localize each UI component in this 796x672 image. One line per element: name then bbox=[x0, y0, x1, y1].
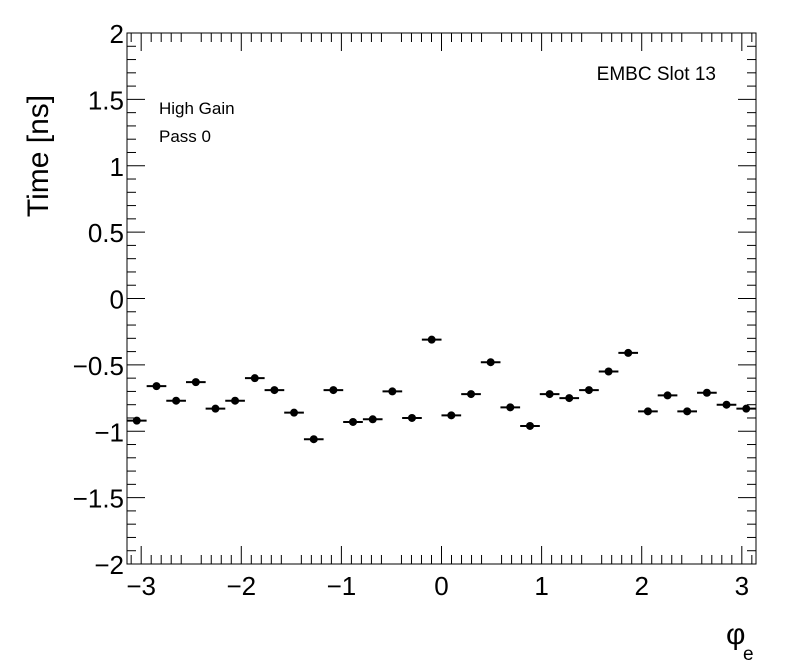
data-point bbox=[716, 400, 737, 409]
data-point bbox=[480, 358, 501, 367]
pass-annotation: Pass 0 bbox=[159, 127, 211, 146]
data-point bbox=[146, 382, 167, 391]
marker bbox=[152, 382, 161, 391]
marker bbox=[683, 407, 692, 416]
marker bbox=[624, 348, 633, 357]
marker bbox=[486, 358, 495, 367]
data-point bbox=[362, 415, 383, 424]
y-tick-label: 2 bbox=[110, 19, 124, 49]
data-point bbox=[421, 335, 442, 344]
marker bbox=[663, 391, 672, 400]
data-point bbox=[539, 390, 560, 399]
marker bbox=[368, 415, 377, 424]
data-point bbox=[166, 396, 186, 405]
slot-annotation: EMBC Slot 13 bbox=[597, 64, 716, 85]
data-points bbox=[127, 335, 756, 444]
data-point bbox=[598, 367, 619, 376]
data-point bbox=[402, 413, 422, 422]
data-point bbox=[382, 387, 403, 396]
gain-annotation: High Gain bbox=[159, 99, 235, 118]
marker bbox=[565, 394, 574, 403]
data-point bbox=[244, 374, 265, 383]
x-tick-label: 3 bbox=[735, 571, 749, 601]
marker bbox=[211, 404, 220, 413]
marker bbox=[231, 396, 240, 405]
axis-tick-labels: −3 −2 −1 0 1 2 3−2−1.5−1−0.500.511.52 bbox=[73, 19, 749, 601]
marker bbox=[506, 403, 515, 412]
y-tick-label: −2 bbox=[94, 550, 124, 580]
marker bbox=[722, 400, 731, 409]
data-point bbox=[677, 407, 697, 416]
marker bbox=[407, 413, 416, 422]
x-tick-label: 2 bbox=[634, 571, 648, 601]
x-axis-title: φ bbox=[726, 618, 745, 651]
data-point bbox=[264, 386, 285, 395]
y-axis-title: Time [ns] bbox=[22, 95, 55, 217]
marker bbox=[467, 390, 476, 399]
marker bbox=[349, 417, 358, 426]
x-tick-label: −3 bbox=[126, 571, 156, 601]
marker bbox=[742, 404, 751, 413]
data-point bbox=[323, 386, 344, 395]
data-point bbox=[343, 417, 363, 426]
data-point bbox=[559, 394, 580, 403]
data-point bbox=[284, 408, 304, 417]
data-point bbox=[520, 421, 540, 430]
data-point bbox=[186, 378, 206, 387]
marker bbox=[584, 386, 593, 395]
y-tick-label: 1 bbox=[110, 152, 124, 182]
y-tick-label: −1.5 bbox=[73, 484, 124, 514]
marker bbox=[290, 408, 299, 417]
data-point bbox=[303, 435, 324, 444]
data-point bbox=[579, 386, 599, 395]
data-point bbox=[618, 348, 639, 357]
y-tick-label: 0.5 bbox=[88, 218, 124, 248]
marker bbox=[447, 411, 456, 420]
data-point bbox=[127, 416, 147, 425]
marker bbox=[604, 367, 613, 376]
y-tick-label: −0.5 bbox=[73, 351, 124, 381]
marker bbox=[329, 386, 338, 395]
marker bbox=[270, 386, 279, 395]
data-point bbox=[205, 404, 226, 413]
axis-ticks bbox=[127, 32, 756, 565]
y-tick-label: −1 bbox=[94, 417, 124, 447]
marker bbox=[309, 435, 318, 444]
x-tick-label: −1 bbox=[327, 571, 357, 601]
data-point bbox=[697, 388, 717, 397]
data-point bbox=[736, 404, 756, 413]
marker bbox=[172, 396, 181, 405]
x-axis-title-subscript: e bbox=[743, 644, 754, 665]
marker bbox=[191, 378, 200, 387]
marker bbox=[250, 374, 259, 383]
data-point bbox=[225, 396, 245, 405]
data-point bbox=[461, 390, 481, 399]
x-tick-label: −2 bbox=[226, 571, 256, 601]
data-point bbox=[638, 407, 658, 416]
data-point bbox=[657, 391, 678, 400]
x-tick-label: 1 bbox=[534, 571, 548, 601]
y-tick-label: 1.5 bbox=[88, 85, 124, 115]
marker bbox=[132, 416, 141, 425]
marker bbox=[525, 421, 534, 430]
marker bbox=[388, 387, 397, 396]
marker bbox=[702, 388, 711, 397]
marker bbox=[427, 335, 436, 344]
data-point bbox=[500, 403, 521, 412]
data-point bbox=[441, 411, 462, 420]
y-tick-label: 0 bbox=[110, 285, 124, 315]
marker bbox=[643, 407, 652, 416]
marker bbox=[545, 390, 554, 399]
x-tick-label: 0 bbox=[434, 571, 448, 601]
